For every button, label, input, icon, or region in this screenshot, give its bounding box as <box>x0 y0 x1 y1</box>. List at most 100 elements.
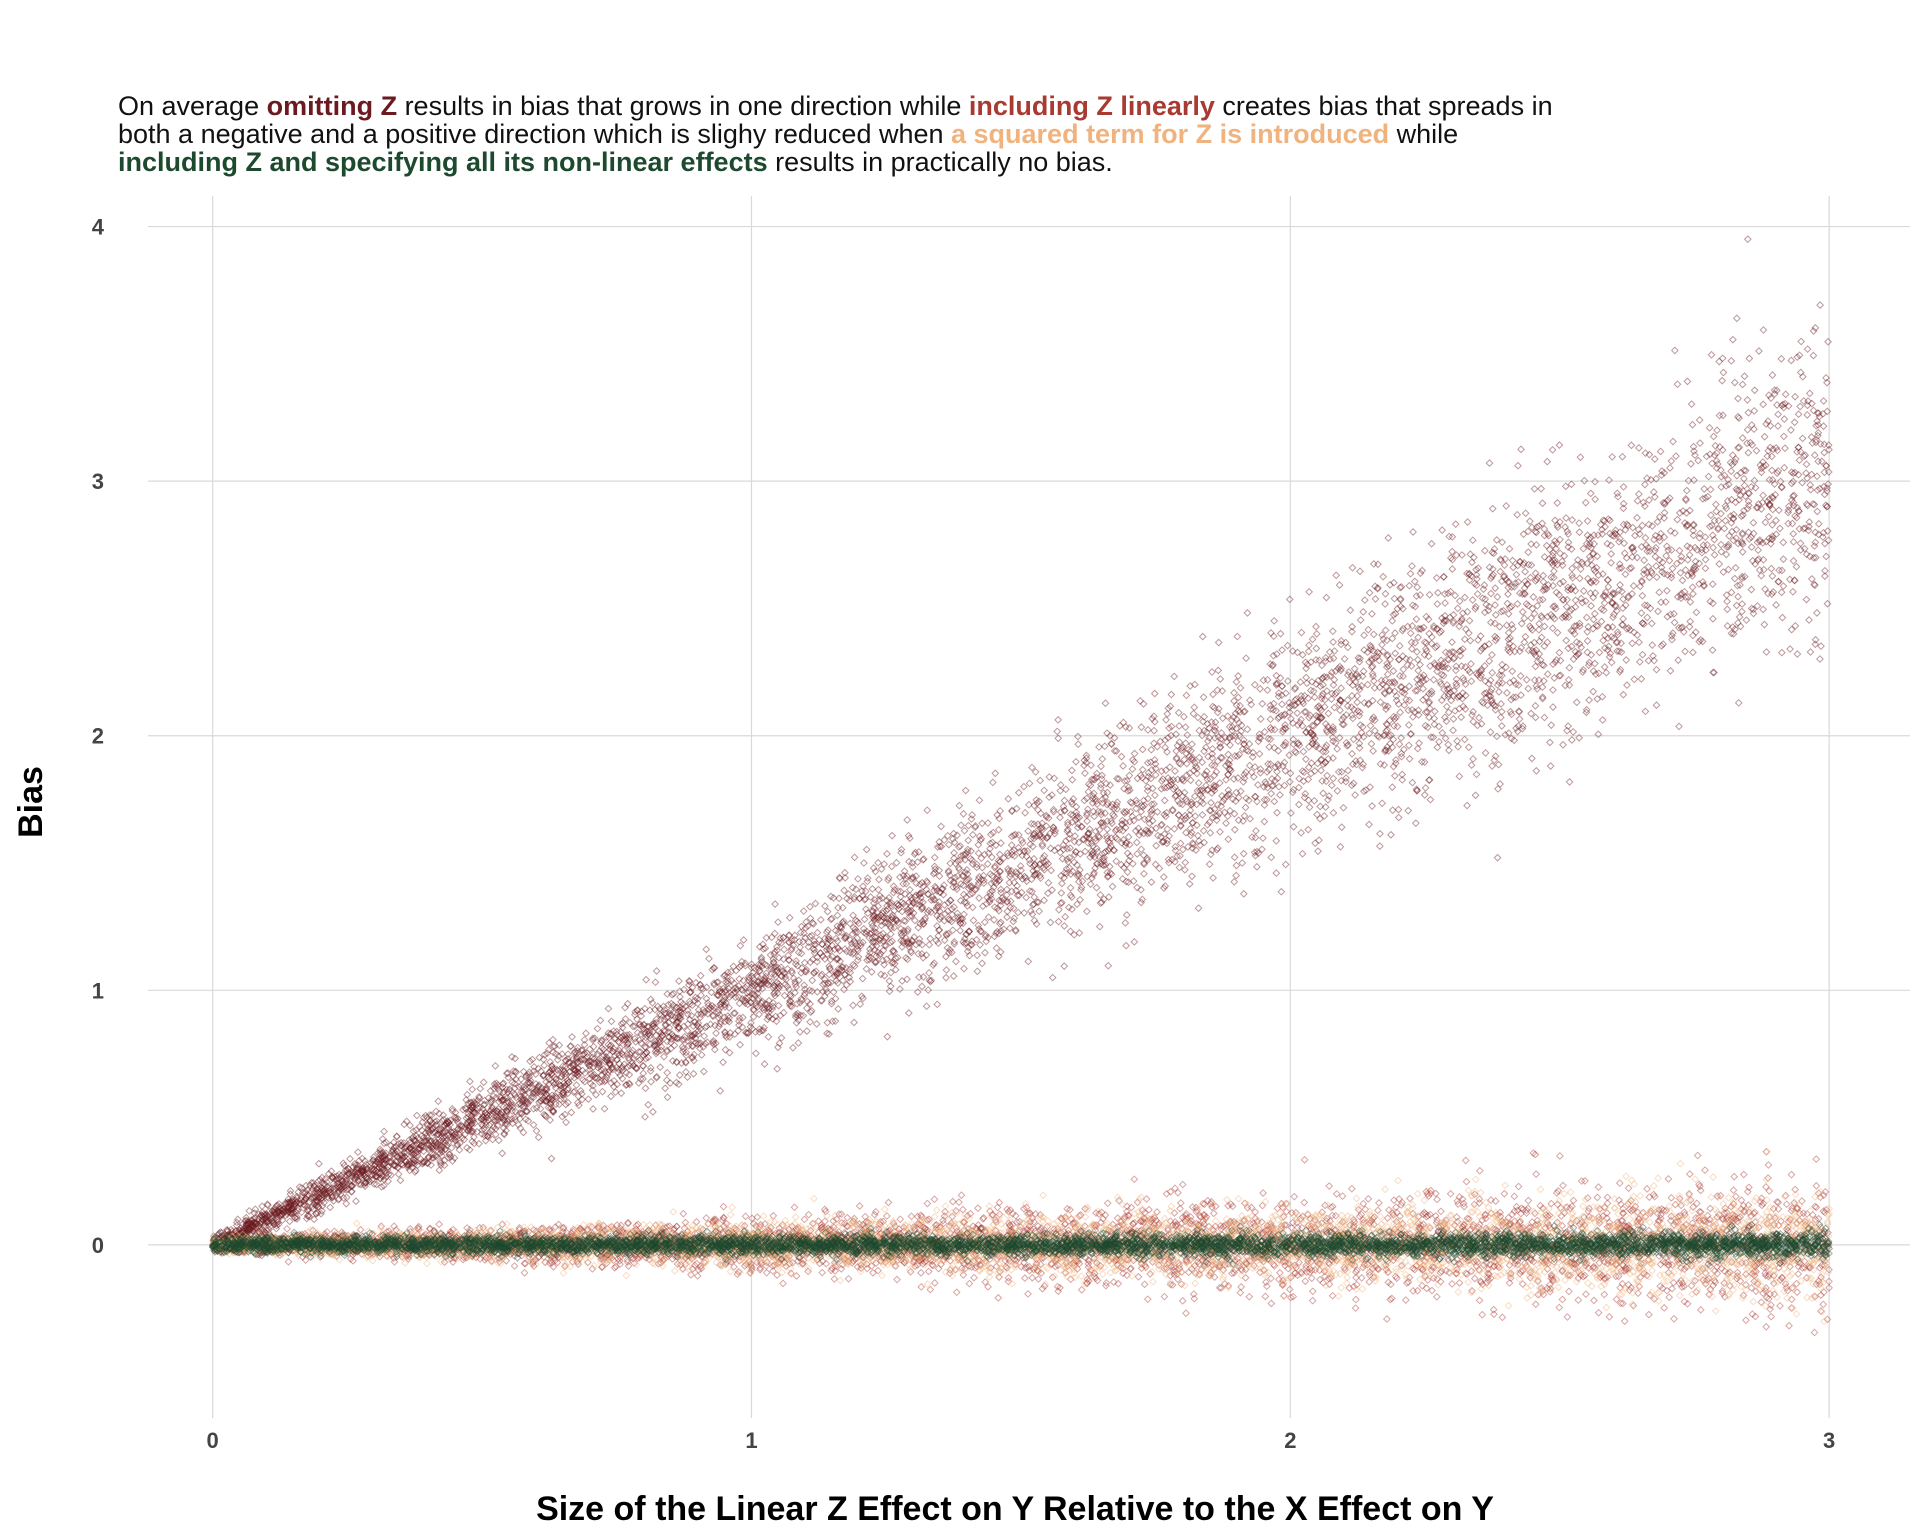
data-point <box>774 918 782 927</box>
data-point <box>1144 725 1152 734</box>
data-point <box>1673 515 1682 524</box>
data-point <box>1556 549 1565 558</box>
data-point <box>1473 590 1482 598</box>
data-point <box>406 1151 415 1160</box>
data-point <box>1473 721 1482 730</box>
data-point <box>1355 739 1364 748</box>
data-point <box>1333 786 1342 795</box>
data-point <box>896 985 904 993</box>
data-point <box>1583 517 1592 525</box>
data-point <box>1164 774 1172 782</box>
data-point <box>1776 524 1784 533</box>
data-point <box>1472 574 1481 583</box>
data-point <box>1687 459 1695 468</box>
data-point <box>1020 847 1029 855</box>
data-point <box>1260 817 1269 826</box>
data-point <box>554 1052 563 1060</box>
data-point <box>1095 922 1104 931</box>
data-point <box>1590 659 1599 668</box>
data-point <box>1144 772 1153 781</box>
data-point <box>386 1152 394 1160</box>
data-point <box>1772 601 1780 609</box>
data-point <box>946 916 955 924</box>
data-point <box>662 1076 671 1085</box>
data-point <box>1708 580 1717 589</box>
data-point <box>803 1027 811 1035</box>
data-point <box>700 1009 709 1017</box>
data-point <box>1485 657 1494 665</box>
data-point <box>1178 792 1187 801</box>
data-point <box>1693 545 1701 554</box>
data-point <box>652 1049 660 1058</box>
data-point <box>1267 789 1276 798</box>
data-point <box>1524 548 1533 557</box>
data-point <box>589 1042 598 1051</box>
data-point <box>1781 444 1789 453</box>
data-point <box>1122 941 1131 950</box>
data-point <box>1112 747 1121 755</box>
data-point <box>1301 755 1310 764</box>
data-point <box>1194 904 1203 913</box>
data-point <box>1418 566 1427 575</box>
data-point <box>1020 909 1029 917</box>
data-point <box>1283 641 1292 650</box>
data-point <box>1790 418 1799 427</box>
data-point <box>935 866 944 875</box>
data-point <box>652 967 661 975</box>
data-point <box>1367 739 1376 748</box>
data-point <box>1695 416 1704 424</box>
data-point <box>1427 639 1436 648</box>
data-point <box>1166 702 1175 711</box>
data-point <box>1522 675 1531 684</box>
data-point <box>1242 654 1250 663</box>
data-point <box>1455 704 1464 713</box>
data-point <box>617 1089 626 1098</box>
data-point <box>409 1158 418 1167</box>
data-point <box>947 905 956 913</box>
data-point <box>1527 754 1536 763</box>
data-point <box>412 1149 420 1157</box>
data-point <box>358 1168 367 1177</box>
data-point <box>1628 639 1637 648</box>
data-point <box>1764 512 1773 521</box>
data-point <box>1239 707 1248 716</box>
data-point <box>1802 460 1811 469</box>
data-point <box>509 1067 518 1075</box>
data-point <box>1316 712 1324 721</box>
data-point <box>448 1104 457 1113</box>
data-point <box>1441 611 1449 620</box>
data-point <box>1555 671 1564 680</box>
data-point <box>1348 563 1357 572</box>
data-point <box>1687 569 1696 578</box>
data-point <box>634 1047 643 1056</box>
data-point <box>1799 524 1808 533</box>
data-point <box>1607 558 1615 567</box>
data-point <box>1269 632 1278 641</box>
data-point <box>1427 733 1435 742</box>
data-point <box>1755 347 1763 355</box>
data-point <box>661 1084 670 1093</box>
data-point <box>348 1168 357 1177</box>
data-point <box>830 945 839 954</box>
data-point <box>1378 640 1386 649</box>
data-point <box>1540 525 1549 533</box>
data-point <box>1389 667 1398 675</box>
data-point <box>305 1212 314 1221</box>
data-point <box>394 1170 403 1178</box>
data-point <box>1696 439 1704 448</box>
data-point <box>803 997 812 1006</box>
data-point <box>971 823 979 832</box>
data-point <box>1190 792 1199 801</box>
data-point <box>834 903 842 912</box>
data-point <box>1814 428 1823 437</box>
data-point <box>1095 743 1103 751</box>
data-point <box>1287 809 1295 817</box>
data-point <box>893 916 901 925</box>
data-point <box>747 1018 755 1027</box>
data-point <box>1066 870 1075 878</box>
data-point <box>799 907 808 916</box>
data-point <box>1086 880 1095 889</box>
data-point <box>1229 775 1238 783</box>
data-point <box>1430 720 1439 729</box>
